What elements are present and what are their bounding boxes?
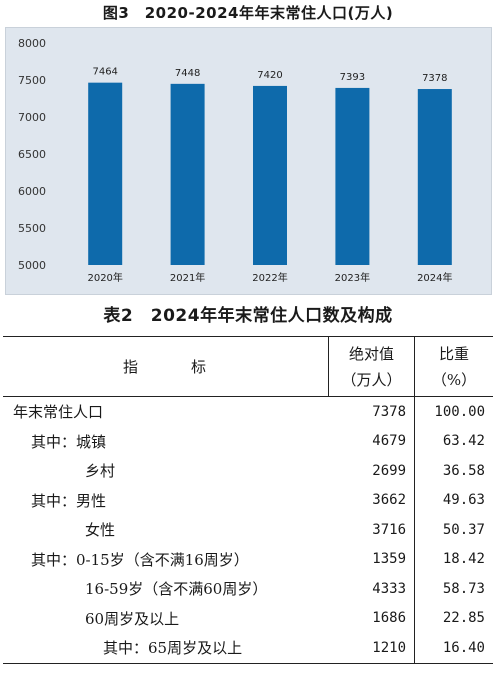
header-absolute-unit: （万人）: [341, 370, 402, 389]
row-value: 7378: [328, 396, 415, 427]
row-share: 22.85: [442, 610, 485, 627]
row-label: 年末常住人口: [13, 403, 104, 422]
y-tick-label: 7500: [18, 74, 46, 87]
population-table: 指 标 绝对值 （万人） 比重 （%） 年末常住人口 7378 100.00 其…: [3, 336, 493, 664]
row-label: 其中：0-15岁（含不满16周岁）: [31, 550, 249, 569]
row-value: 4333: [328, 574, 415, 604]
table-row: 乡村 2699 36.58: [3, 456, 493, 486]
row-value: 1686: [328, 603, 415, 633]
row-share: 36.58: [442, 462, 485, 479]
data-label: 7464: [92, 67, 117, 78]
x-tick-label: 2021年: [170, 271, 205, 284]
table-row: 16-59岁（含不满60周岁） 4333 58.73: [3, 574, 493, 604]
x-tick-label: 2024年: [417, 271, 452, 284]
row-share: 63.42: [442, 433, 485, 450]
table-row: 其中：0-15岁（含不满16周岁） 1359 18.42: [3, 544, 493, 574]
header-share: 比重 （%）: [414, 336, 493, 397]
row-label: 16-59岁（含不满60周岁）: [85, 580, 268, 599]
row-label: 其中：男性: [31, 491, 107, 510]
table-title: 表2 2024年年末常住人口数及构成: [103, 306, 393, 326]
row-label: 女性: [85, 521, 116, 540]
row-share: 50.37: [442, 521, 485, 538]
figure-title: 图3 2020-2024年年末常住人口(万人): [102, 4, 394, 22]
header-share-unit: （%）: [431, 370, 477, 389]
row-share: 49.63: [442, 492, 485, 509]
bar: [170, 83, 205, 266]
header-absolute-line1: 绝对值: [348, 344, 394, 363]
x-tick-label: 2022年: [252, 271, 287, 284]
y-tick-label: 8000: [18, 37, 46, 50]
row-value: 2699: [328, 456, 415, 486]
row-label: 其中：城镇: [31, 432, 107, 451]
row-value: 1359: [328, 544, 415, 574]
table-row: 女性 3716 50.37: [3, 515, 493, 545]
y-tick-label: 6000: [18, 185, 46, 198]
data-label: 7448: [175, 68, 200, 79]
data-label: 7420: [257, 70, 282, 81]
row-share: 16.40: [414, 633, 493, 664]
row-value: 1210: [328, 633, 415, 664]
y-tick-label: 5000: [18, 259, 46, 272]
header-share-line1: 比重: [438, 344, 469, 363]
row-value: 3716: [328, 515, 415, 545]
data-label: 7378: [422, 73, 447, 84]
y-tick-label: 7000: [18, 111, 46, 124]
bar-chart: 5000 5500 6000 6500 7000 7500 8000 7464 2020年 744…: [18, 37, 453, 284]
x-tick-label: 2020年: [87, 271, 122, 284]
bar: [335, 87, 370, 265]
row-label: 60周岁及以上: [85, 609, 180, 628]
table-row: 其中：男性 3662 49.63: [3, 485, 493, 515]
row-label: 其中：65周岁及以上: [103, 639, 243, 658]
table-row: 60周岁及以上 1686 22.85: [3, 603, 493, 633]
row-value: 4679: [328, 426, 415, 456]
row-value: 3662: [328, 485, 415, 515]
row-share: 58.73: [442, 580, 485, 597]
data-label: 7393: [340, 72, 365, 83]
table-header-row: 指 标 绝对值 （万人） 比重 （%）: [3, 336, 493, 397]
row-share: 18.42: [442, 551, 485, 568]
bar-chart-panel: 5000 5500 6000 6500 7000 7500 8000 7464 2020年 744…: [5, 27, 492, 295]
bar: [417, 89, 452, 265]
x-tick-label: 2023年: [335, 271, 370, 284]
header-indicator: 指 标: [3, 336, 329, 397]
table-row: 其中：城镇 4679 63.42: [3, 426, 493, 456]
table-row: 其中：65周岁及以上 1210 16.40: [3, 633, 493, 664]
y-tick-label: 5500: [18, 222, 46, 235]
y-tick-label: 6500: [18, 148, 46, 161]
header-absolute-value: 绝对值 （万人）: [328, 336, 415, 397]
row-share: 100.00: [434, 403, 485, 420]
row-label: 乡村: [85, 462, 116, 481]
bar: [88, 82, 123, 265]
table-row: 年末常住人口 7378 100.00: [3, 396, 493, 427]
bar: [253, 85, 287, 265]
